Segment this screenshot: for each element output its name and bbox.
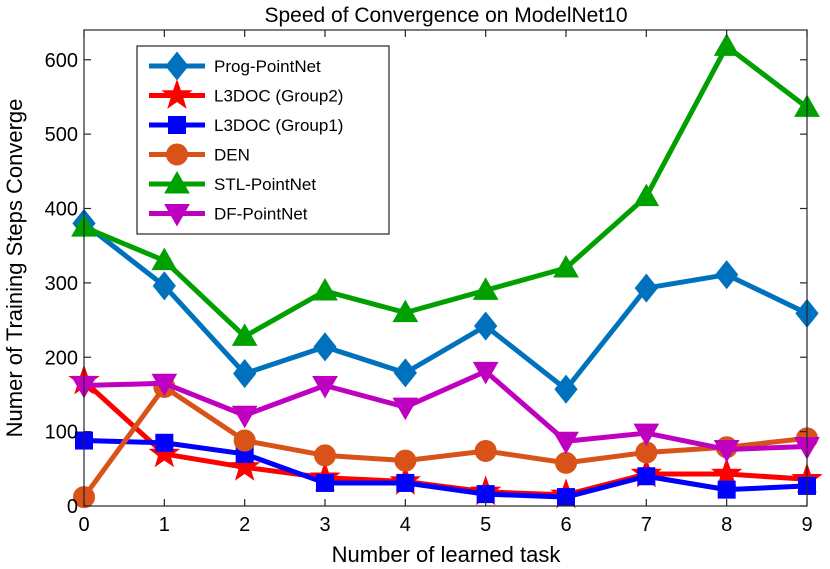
x-tick-label: 1	[159, 514, 170, 536]
data-point	[633, 183, 660, 207]
series-line	[81, 220, 810, 392]
data-point	[474, 311, 498, 341]
legend-marker	[164, 204, 190, 227]
legend-entry: L3DOC (Group2)	[149, 78, 343, 109]
series-layer	[68, 33, 823, 509]
x-tick-label: 8	[721, 514, 732, 536]
y-tick-label: 400	[45, 199, 78, 221]
data-point	[392, 299, 419, 323]
data-point	[228, 450, 261, 481]
data-point	[637, 467, 656, 486]
data-point	[553, 254, 579, 278]
data-point	[233, 429, 256, 452]
data-point	[151, 247, 178, 271]
series-line	[81, 43, 810, 339]
data-point	[474, 439, 497, 462]
data-point	[394, 449, 417, 472]
plot-frame	[83, 29, 808, 507]
x-tick-label: 2	[239, 514, 250, 536]
data-point	[633, 423, 660, 447]
chart-title: Speed of Convergence on ModelNet10	[264, 4, 627, 27]
series-df-pointnet	[71, 361, 820, 463]
data-point	[713, 33, 740, 56]
legend-marker	[166, 143, 188, 166]
data-point	[312, 278, 338, 301]
data-point	[713, 439, 740, 463]
legend-label: STL-PointNet	[214, 175, 316, 194]
x-tick-label: 9	[801, 514, 812, 536]
y-tick-label: 600	[45, 50, 78, 72]
axis-ticks: 0 1 2 3 4 5 6 7 8 9 0 100 200 300 400 500 600	[45, 30, 813, 536]
series-prog-pointnet	[72, 208, 819, 404]
x-tick-label: 6	[560, 514, 571, 536]
series-l3doc-group1	[75, 431, 816, 507]
data-point	[396, 473, 415, 492]
legend: Prog-PointNet L3DOC (Group2) L3DOC (Group1…	[136, 45, 390, 235]
data-point	[715, 260, 739, 290]
legend-entry: Prog-PointNet	[149, 51, 321, 81]
y-tick-label: 0	[67, 496, 78, 518]
series-line	[81, 438, 810, 500]
x-tick-label: 4	[400, 514, 411, 536]
data-point	[553, 431, 579, 455]
y-tick-label: 200	[45, 347, 78, 369]
data-point	[231, 405, 258, 429]
legend-label: L3DOC (Group2)	[214, 87, 343, 106]
legend-entry: STL-PointNet	[149, 170, 316, 194]
data-point	[393, 358, 417, 388]
data-point	[555, 451, 577, 474]
data-point	[155, 433, 174, 452]
data-point	[231, 323, 258, 346]
legend-label: DEN	[214, 146, 250, 165]
data-point	[151, 373, 178, 397]
legend-label: Prog-PointNet	[214, 57, 321, 76]
y-tick-label: 100	[45, 422, 78, 444]
legend-label: L3DOC (Group1)	[214, 116, 343, 135]
data-point	[313, 332, 337, 362]
legend-label: DF-PointNet	[214, 205, 308, 224]
legend-marker	[164, 170, 190, 194]
legend-marker	[168, 116, 186, 134]
data-point	[314, 444, 336, 467]
x-tick-label: 5	[480, 514, 491, 536]
legend-entry: DEN	[149, 143, 250, 166]
legend-entry: DF-PointNet	[149, 204, 308, 227]
x-tick-label: 3	[319, 514, 330, 536]
data-point	[148, 437, 181, 468]
data-point	[710, 457, 743, 488]
data-point	[634, 273, 658, 303]
x-tick-label: 0	[78, 514, 89, 536]
legend-entry: L3DOC (Group1)	[149, 116, 343, 135]
x-tick-label: 7	[641, 514, 652, 536]
data-point	[152, 271, 176, 301]
series-line	[81, 368, 810, 452]
x-axis-title: Number of learned task	[332, 542, 562, 567]
y-axis-title: Numer of Training Steps Converge	[2, 99, 27, 438]
y-tick-label: 300	[45, 273, 78, 295]
y-tick-label: 500	[45, 124, 78, 146]
data-point	[392, 397, 419, 421]
data-point	[717, 480, 736, 499]
data-point	[472, 361, 499, 385]
data-point	[312, 376, 338, 399]
data-point	[233, 359, 257, 389]
data-point	[316, 473, 334, 492]
data-point	[472, 277, 499, 300]
series-line	[81, 384, 810, 500]
data-point	[554, 374, 578, 404]
legend-marker	[161, 78, 193, 109]
